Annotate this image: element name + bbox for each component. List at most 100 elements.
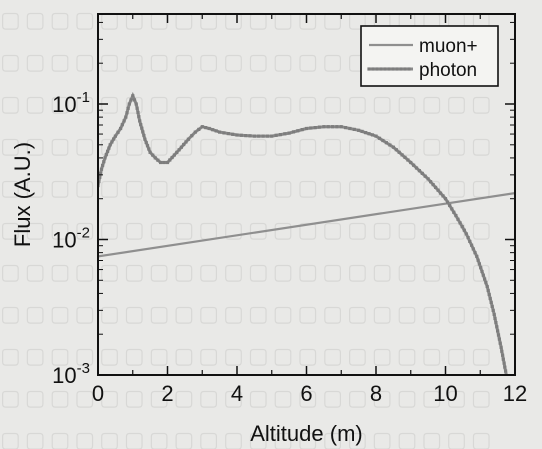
data-point [344, 126, 348, 130]
data-point [384, 141, 388, 145]
legend-marker [371, 67, 375, 71]
data-point [412, 163, 416, 167]
data-point [374, 134, 378, 138]
data-point [443, 197, 448, 201]
data-point [200, 125, 204, 129]
x-tick-label: 10 [433, 381, 457, 406]
data-point [175, 150, 179, 154]
data-point [476, 258, 480, 262]
legend-marker [391, 67, 395, 71]
data-point [127, 102, 131, 106]
x-tick-label: 12 [503, 381, 527, 406]
data-point [186, 137, 190, 141]
data-point [420, 171, 424, 175]
data-point [226, 132, 230, 136]
data-point [190, 134, 194, 138]
data-point [265, 134, 269, 138]
data-point [141, 130, 145, 134]
data-point [120, 123, 124, 127]
data-point [144, 140, 148, 145]
data-point [131, 94, 135, 98]
data-point [377, 136, 382, 140]
data-point [475, 254, 479, 258]
data-point [110, 140, 114, 144]
data-point [309, 126, 313, 130]
data-point [99, 167, 104, 171]
data-point [124, 115, 128, 119]
data-point [99, 171, 103, 175]
data-point [119, 126, 123, 131]
data-point [487, 292, 491, 297]
data-point [448, 203, 452, 208]
data-point [214, 129, 218, 133]
data-point [477, 262, 481, 266]
data-point [135, 106, 139, 110]
data-point [450, 207, 454, 211]
data-point [132, 98, 137, 102]
data-point [400, 153, 404, 157]
data-point [417, 169, 421, 173]
data-point [172, 153, 176, 157]
data-point [441, 194, 445, 198]
data-point [142, 133, 146, 138]
data-point [490, 304, 494, 308]
data-point [125, 111, 129, 115]
data-point [126, 106, 130, 110]
data-point [492, 312, 496, 316]
legend-marker [387, 67, 391, 71]
data-point [431, 183, 435, 187]
data-point [107, 146, 111, 150]
data-point [500, 349, 504, 353]
data-point [184, 140, 188, 144]
data-point [104, 153, 108, 157]
data-point [138, 119, 142, 123]
data-point [139, 123, 143, 127]
data-point [483, 277, 487, 281]
data-point [488, 296, 492, 301]
data-point [458, 221, 462, 225]
data-point [504, 369, 508, 373]
data-point [270, 134, 274, 138]
legend-label: muon+ [419, 36, 478, 57]
data-point [494, 321, 498, 325]
data-point [357, 128, 361, 132]
data-point [197, 127, 201, 131]
axis-layer: 0 2 4 6 8 10 12 10-1 10-2 10-3 [52, 13, 527, 406]
data-point [503, 365, 507, 369]
data-point [165, 160, 170, 165]
data-point [98, 179, 101, 184]
data-point [113, 134, 117, 138]
data-point [498, 341, 502, 345]
legend-marker [407, 67, 411, 71]
y-tick-label: 10-2 [52, 225, 90, 253]
data-point [388, 143, 392, 147]
data-point [257, 134, 261, 138]
data-point [151, 153, 155, 157]
data-point [452, 210, 456, 214]
data-point [466, 236, 470, 240]
data-point [470, 243, 474, 247]
x-tick-label: 8 [370, 381, 382, 406]
x-axis-title: Altitude (m) [250, 421, 362, 446]
data-point [471, 247, 475, 251]
data-point [491, 308, 495, 312]
data-point [170, 155, 174, 160]
data-point [304, 126, 309, 131]
data-point [145, 144, 150, 148]
data-point [148, 150, 152, 154]
data-point [116, 130, 120, 134]
legend: muon+ photon [360, 25, 499, 87]
data-point [370, 133, 375, 137]
data-point [287, 131, 291, 135]
series-line [98, 192, 515, 258]
y-tick-label: 10-1 [52, 89, 90, 117]
data-point [252, 134, 256, 138]
data-point [244, 134, 248, 138]
data-point [147, 147, 151, 151]
data-point [248, 134, 252, 138]
data-point [406, 158, 410, 162]
data-point [468, 239, 472, 243]
data-point [296, 129, 300, 133]
data-point [460, 225, 464, 229]
